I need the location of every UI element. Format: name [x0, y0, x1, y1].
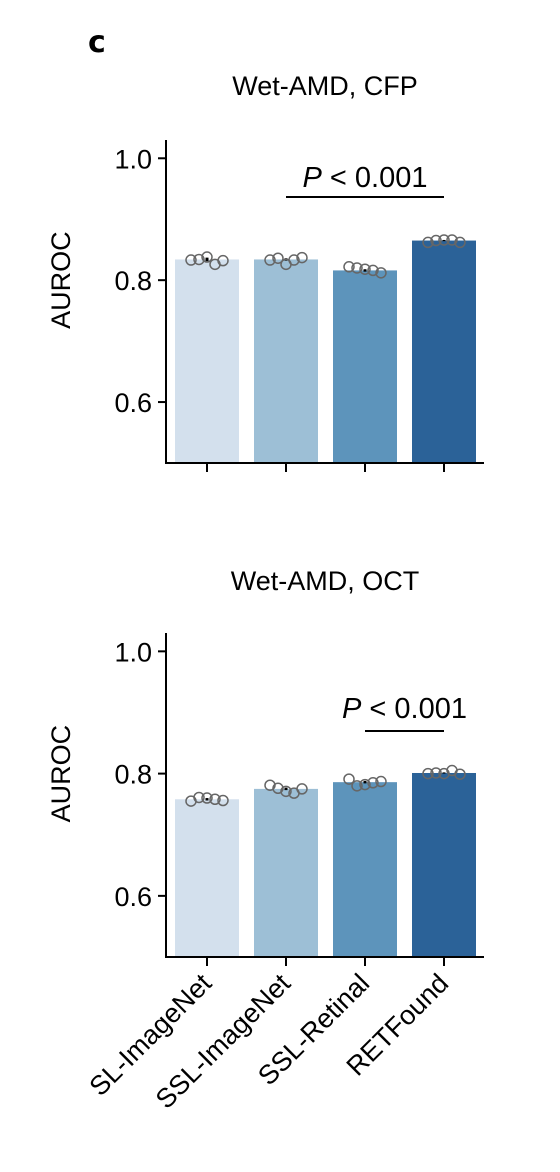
data-point [430, 234, 442, 247]
bar-retfound [412, 240, 476, 463]
data-point [264, 254, 276, 266]
y-tick-label: 0.6 [114, 388, 152, 418]
chart-wet-amd-oct: Wet-AMD, OCTAUROC0.60.81.0SL-ImageNetSSL… [46, 566, 484, 1114]
data-point [296, 251, 308, 264]
bar-ssl-retinal [333, 270, 397, 463]
bar-ssl-imagenet [254, 259, 318, 463]
data-point [201, 251, 213, 263]
data-point [193, 791, 205, 804]
y-axis-label: AUROC [46, 725, 76, 823]
data-point [367, 777, 379, 789]
panel-letter: c [88, 25, 106, 60]
data-point [359, 778, 371, 791]
y-tick-label: 0.8 [114, 266, 152, 296]
bar-ssl-retinal [333, 782, 397, 957]
y-axis-label: AUROC [46, 231, 76, 329]
data-point [217, 794, 229, 807]
data-point [343, 261, 355, 273]
data-point [438, 234, 450, 246]
bar-retfound [412, 772, 476, 957]
data-point [288, 254, 300, 266]
chart-wet-amd-cfp: Wet-AMD, CFP AUROC 0.6 0.8 1.0 P < 0.001 [46, 71, 484, 472]
p-symbol: P [303, 162, 323, 194]
data-point [351, 262, 363, 274]
p-value-text: < 0.001 [322, 162, 428, 194]
data-point [185, 254, 197, 266]
y-tick-label: 0.6 [114, 882, 152, 912]
data-point [272, 252, 284, 264]
data-point [343, 773, 355, 785]
data-point [193, 253, 205, 266]
y-tick-label: 0.8 [114, 760, 152, 790]
data-point [280, 785, 292, 798]
data-point [375, 267, 387, 279]
data-point [454, 236, 466, 249]
data-point [430, 767, 442, 779]
chart-title: Wet-AMD, CFP [232, 71, 418, 101]
data-point [209, 793, 221, 806]
data-point [296, 783, 308, 795]
y-tick-label: 1.0 [114, 144, 152, 174]
bar-sl-imagenet [175, 259, 239, 463]
data-point [201, 792, 213, 804]
data-point [454, 768, 466, 780]
bar-sl-imagenet [175, 799, 239, 957]
data-point [367, 264, 379, 277]
p-value-label: P < 0.001 [342, 693, 467, 725]
p-symbol: P [342, 693, 362, 725]
bar-ssl-imagenet [254, 788, 318, 957]
data-point [422, 236, 434, 249]
data-point [217, 254, 229, 267]
p-value-text: < 0.001 [361, 693, 467, 725]
data-point [375, 775, 387, 788]
p-value-label: P < 0.001 [303, 162, 428, 194]
x-tick-label: SSL-ImageNet [150, 968, 297, 1115]
data-point [359, 263, 371, 275]
data-point [351, 780, 363, 792]
y-tick-label: 1.0 [114, 637, 152, 667]
data-point [422, 767, 434, 780]
chart-title: Wet-AMD, OCT [231, 566, 420, 596]
data-point [446, 234, 458, 246]
